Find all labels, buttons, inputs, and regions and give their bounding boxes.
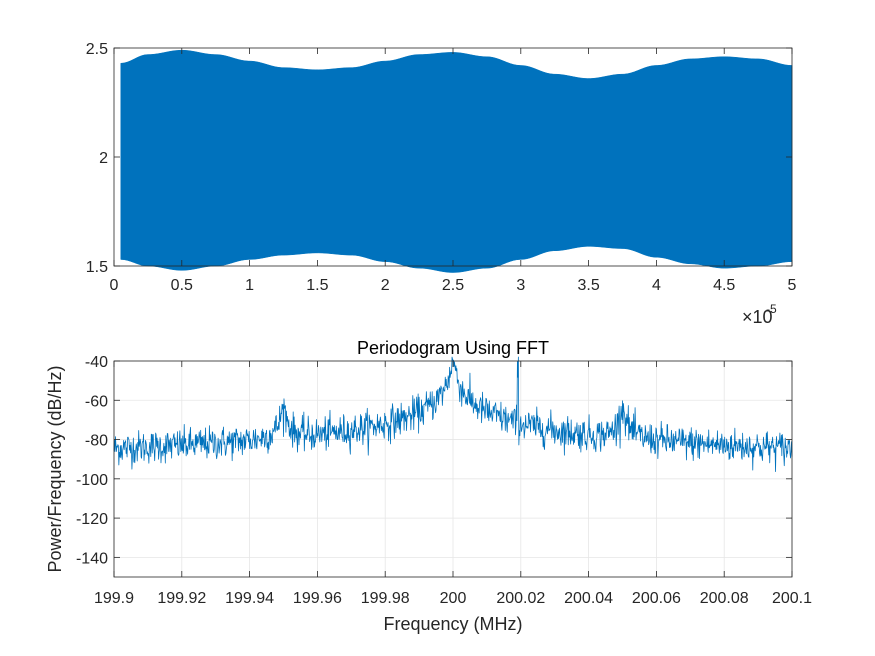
top-x-tick-label: 0	[110, 277, 119, 294]
top-x-exponent-power: -5	[766, 302, 777, 316]
top-x-tick-label: 1.5	[306, 277, 328, 294]
bottom-y-tick-label: -40	[85, 354, 108, 371]
top-x-tick-label: 0.5	[171, 277, 193, 294]
top-x-tick-label: 3	[516, 277, 525, 294]
bottom-x-tick-label: 199.92	[157, 590, 206, 607]
top-y-tick-label: 2.5	[86, 41, 108, 58]
signal-envelope-area	[120, 49, 793, 273]
bottom-y-tick-label: -140	[76, 550, 108, 567]
top-axes: 0 0.5 1 1.5 2 2.5 3 3.5 4 4.5 5 1.5 2 2.5 ×10 -5	[86, 41, 797, 327]
bottom-x-tick-label: 199.96	[293, 590, 342, 607]
top-x-tick-label: 1	[245, 277, 254, 294]
top-x-tick-label: 4	[652, 277, 661, 294]
top-x-exponent-base: ×10	[742, 307, 773, 327]
bottom-y-tick-label: -80	[85, 433, 108, 450]
bottom-x-tick-label: 200.02	[496, 590, 545, 607]
top-y-tick-label: 1.5	[86, 259, 108, 276]
bottom-x-tick-label: 199.98	[361, 590, 410, 607]
bottom-x-tick-label: 200.1	[772, 590, 812, 607]
bottom-x-tick-label: 200	[440, 590, 467, 607]
top-x-tick-label: 4.5	[713, 277, 735, 294]
top-y-tick-label: 2	[99, 150, 108, 167]
bottom-y-tick-label: -120	[76, 511, 108, 528]
top-x-tick-label: 3.5	[577, 277, 599, 294]
top-x-tick-label: 5	[788, 277, 797, 294]
top-x-ticks: 0 0.5 1 1.5 2 2.5 3 3.5 4 4.5 5	[110, 48, 797, 294]
bottom-axes: 199.9 199.92 199.94 199.96 199.98 200 200.02 20…	[45, 338, 812, 634]
bottom-title: Periodogram Using FFT	[357, 338, 549, 358]
bottom-x-tick-label: 200.08	[700, 590, 749, 607]
bottom-y-ticks: -40 -60 -80 -100 -120 -140	[76, 354, 792, 567]
bottom-x-tick-label: 199.94	[225, 590, 274, 607]
bottom-x-label: Frequency (MHz)	[383, 614, 522, 634]
bottom-x-tick-label: 200.06	[632, 590, 681, 607]
bottom-y-label: Power/Frequency (dB/Hz)	[45, 365, 65, 572]
bottom-x-tick-label: 200.04	[564, 590, 613, 607]
bottom-x-ticks: 199.9 199.92 199.94 199.96 199.98 200 200.02 20…	[94, 361, 812, 607]
bottom-y-tick-label: -60	[85, 393, 108, 410]
bottom-x-tick-label: 199.9	[94, 590, 134, 607]
top-x-tick-label: 2.5	[442, 277, 464, 294]
top-y-ticks: 1.5 2 2.5	[86, 41, 792, 276]
bottom-y-tick-label: -100	[76, 472, 108, 489]
top-x-tick-label: 2	[381, 277, 390, 294]
top-signal-envelope	[120, 49, 793, 273]
